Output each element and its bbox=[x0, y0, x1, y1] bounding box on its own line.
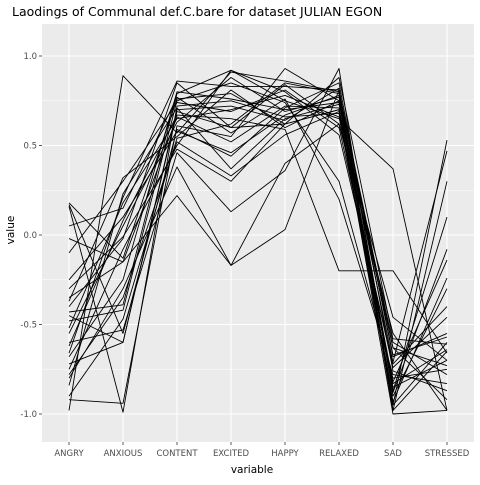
x-tick-label: STRESSED bbox=[425, 449, 470, 459]
x-tick-label: EXCITED bbox=[213, 449, 250, 459]
series-line-7 bbox=[68, 69, 448, 411]
y-axis: -1.0 -0.5 0.0 0.5 1.0 bbox=[20, 52, 42, 420]
series-line-28 bbox=[68, 111, 448, 406]
series-line-22 bbox=[68, 91, 448, 363]
x-tick-label: RELAXED bbox=[319, 449, 359, 459]
series-line-8 bbox=[68, 103, 448, 386]
series-line-24 bbox=[68, 82, 448, 397]
series-line-21 bbox=[68, 94, 448, 393]
series-line-26 bbox=[68, 87, 448, 388]
x-tick-label: ANGRY bbox=[54, 449, 84, 459]
y-tick-label: 0.0 bbox=[23, 231, 37, 241]
grid-lines bbox=[42, 24, 474, 442]
x-tick-label: SAD bbox=[384, 449, 402, 459]
x-axis-title: variable bbox=[231, 464, 273, 476]
series-line-15 bbox=[68, 123, 448, 379]
series-lines bbox=[68, 68, 448, 415]
series-line-16 bbox=[68, 82, 448, 392]
x-axis: ANGRY ANXIOUS CONTENT EXCITED HAPPY RELAXED SA… bbox=[54, 442, 470, 459]
series-line-25 bbox=[68, 89, 448, 368]
series-line-12 bbox=[68, 82, 448, 401]
x-tick-label: HAPPY bbox=[271, 449, 299, 459]
x-tick-label: ANXIOUS bbox=[104, 449, 143, 459]
series-line-27 bbox=[68, 96, 448, 385]
y-tick-label: 1.0 bbox=[23, 52, 37, 62]
y-tick-label: -1.0 bbox=[20, 410, 37, 420]
series-line-3 bbox=[68, 71, 448, 411]
chart-title: Laodings of Communal def.C.bare for data… bbox=[12, 4, 382, 19]
y-tick-label: -0.5 bbox=[20, 321, 37, 331]
y-axis-title: value bbox=[5, 216, 17, 245]
x-tick-label: CONTENT bbox=[156, 449, 198, 459]
y-tick-label: 0.5 bbox=[23, 142, 37, 152]
series-line-17 bbox=[68, 77, 448, 345]
series-line-23 bbox=[68, 77, 448, 402]
